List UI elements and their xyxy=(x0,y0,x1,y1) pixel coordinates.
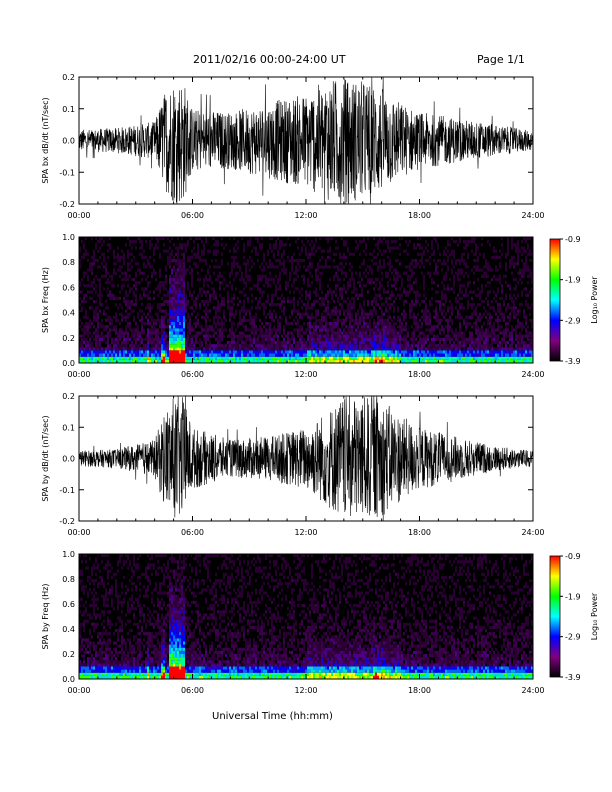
x-tick-label: 18:00 xyxy=(408,686,431,695)
y-axis-title: SPA by Freq (Hz) xyxy=(41,584,50,650)
colorbar xyxy=(549,555,561,678)
x-tick-label: 06:00 xyxy=(181,370,204,379)
panel-1: 00:00 06:00 12:00 18:00 24:00 -0.2 -0.1 0.0 0.1 0… xyxy=(41,73,545,220)
x-tick-label: 24:00 xyxy=(521,686,544,695)
x-tick-label: 06:00 xyxy=(181,528,204,537)
x-tick-label: 00:00 xyxy=(67,370,90,379)
colorbar-tick-label: -3.9 xyxy=(565,357,581,366)
y-tick-label: 1.0 xyxy=(62,233,75,242)
spectrogram-cells xyxy=(83,647,527,680)
y-tick-label: -0.1 xyxy=(59,168,75,177)
x-tick-label: 00:00 xyxy=(67,686,90,695)
spectrogram-cells xyxy=(79,237,533,351)
y-axis-title: SPA bx Freq (Hz) xyxy=(41,267,50,333)
x-tick-label: 24:00 xyxy=(521,370,544,379)
y-tick-label: 0.6 xyxy=(62,283,75,292)
page-indicator: Page 1/1 xyxy=(477,53,525,66)
x-tick-label: 18:00 xyxy=(408,211,431,220)
colorbar-label: Log₁₀ Power xyxy=(590,592,599,640)
x-tick-label: 18:00 xyxy=(408,528,431,537)
y-tick-label: -0.2 xyxy=(59,517,75,526)
colorbar-tick-label: -1.9 xyxy=(565,276,581,285)
y-tick-label: -0.1 xyxy=(59,486,75,495)
spectrogram-cells xyxy=(79,309,529,357)
spectrogram-cells xyxy=(161,350,383,363)
y-tick-label: 0.1 xyxy=(62,423,75,432)
spectrogram-cells xyxy=(149,347,443,363)
y-tick-label: 0.1 xyxy=(62,105,75,114)
y-tick-label: -0.2 xyxy=(59,200,75,209)
y-tick-label: 0.4 xyxy=(62,309,75,318)
y-tick-label: 0.0 xyxy=(62,455,75,464)
x-tick-label: 12:00 xyxy=(294,686,317,695)
spectrogram-cells xyxy=(79,337,533,363)
spectrogram-cells xyxy=(161,666,379,680)
series-line xyxy=(78,395,534,522)
colorbar-tick-label: -0.9 xyxy=(565,235,581,244)
x-tick-label: 12:00 xyxy=(294,370,317,379)
colorbar xyxy=(549,238,561,362)
spectrogram-cells xyxy=(81,632,527,673)
y-tick-label: 0.0 xyxy=(62,675,75,684)
x-tick-label: 00:00 xyxy=(67,211,90,220)
spectrogram-cells xyxy=(79,557,533,667)
spectrogram-cells xyxy=(79,554,533,667)
x-tick-label: 24:00 xyxy=(521,211,544,220)
spectrogram-cells xyxy=(159,663,473,680)
x-axis-title: Universal Time (hh:mm) xyxy=(212,711,333,722)
colorbar-tick-label: -2.9 xyxy=(565,633,581,642)
y-tick-label: 0.2 xyxy=(62,650,75,659)
y-axis-title: SPA by dB/dt (nT/sec) xyxy=(41,415,50,501)
spectrogram-cells xyxy=(79,622,533,673)
colorbar-tick-label: -1.9 xyxy=(565,592,581,601)
x-tick-label: 06:00 xyxy=(181,686,204,695)
y-tick-label: 0.8 xyxy=(62,258,75,267)
y-tick-label: 0.0 xyxy=(62,137,75,146)
colorbar-label: Log₁₀ Power xyxy=(590,276,599,324)
panel-2: 00:00 06:00 12:00 18:00 24:00 0.0 0.2 0.4 0.6 0.8… xyxy=(41,233,599,379)
spectrogram-cells xyxy=(147,347,399,363)
panel-4: 00:00 06:00 12:00 18:00 24:00 0.0 0.2 0.4 0.6 0.8… xyxy=(41,550,599,695)
spectrogram-cells xyxy=(79,650,533,680)
y-axis-title: SPA bx dB/dt (nT/sec) xyxy=(41,97,50,183)
chart-title: 2011/02/16 00:00-24:00 UT xyxy=(193,53,346,66)
x-tick-label: 24:00 xyxy=(521,528,544,537)
x-tick-label: 12:00 xyxy=(294,528,317,537)
spectrogram-cells xyxy=(93,638,533,676)
colorbar-tick-label: -0.9 xyxy=(565,552,581,561)
y-tick-label: 0.8 xyxy=(62,575,75,584)
x-tick-label: 00:00 xyxy=(67,528,90,537)
colorbar-tick-label: -2.9 xyxy=(565,316,581,325)
y-tick-label: 0.2 xyxy=(62,73,75,82)
spectrogram-cells xyxy=(79,340,531,363)
x-tick-label: 18:00 xyxy=(408,370,431,379)
y-tick-label: 0.2 xyxy=(62,392,75,401)
y-tick-label: 0.6 xyxy=(62,600,75,609)
panel-3: 00:00 06:00 12:00 18:00 24:00 -0.2 -0.1 0.0 0.1 0… xyxy=(41,392,545,537)
spectrogram-cells xyxy=(79,237,533,351)
y-tick-label: 0.0 xyxy=(62,359,75,368)
spectrogram-cells xyxy=(79,315,533,357)
y-tick-label: 0.2 xyxy=(62,334,75,343)
y-tick-label: 1.0 xyxy=(62,550,75,559)
series-line xyxy=(78,76,534,205)
y-tick-label: 0.4 xyxy=(62,625,75,634)
spectrogram-cells xyxy=(91,322,527,360)
x-tick-label: 12:00 xyxy=(294,211,317,220)
spectrogram-cells xyxy=(89,607,529,673)
spectrogram-cells xyxy=(79,268,531,351)
x-tick-label: 06:00 xyxy=(181,211,204,220)
spectrogram-cells xyxy=(83,331,527,363)
colorbar-tick-label: -3.9 xyxy=(565,673,581,682)
